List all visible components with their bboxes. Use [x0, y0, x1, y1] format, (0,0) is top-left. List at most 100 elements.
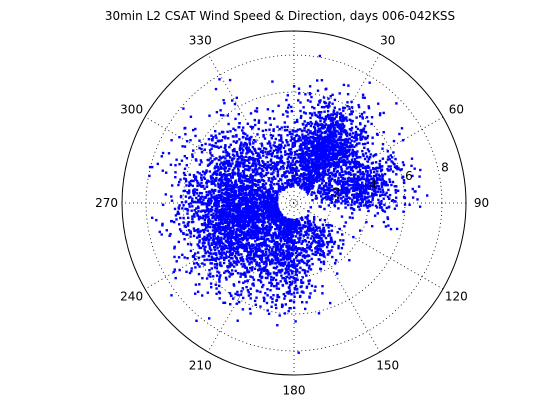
data-point — [212, 252, 215, 255]
data-point — [268, 281, 271, 284]
data-point — [202, 176, 206, 179]
data-point — [186, 224, 190, 227]
data-point — [234, 197, 237, 201]
data-point — [226, 269, 229, 272]
data-point — [238, 198, 241, 201]
data-point — [263, 238, 266, 241]
data-point — [220, 177, 223, 180]
data-point — [286, 252, 290, 255]
data-point — [371, 188, 374, 191]
data-point — [255, 198, 259, 201]
data-point — [325, 181, 328, 185]
data-point — [250, 188, 253, 192]
data-point — [356, 181, 359, 185]
data-point — [294, 284, 298, 288]
data-point — [392, 151, 395, 154]
data-point — [258, 262, 261, 265]
data-point — [335, 113, 338, 117]
data-point — [311, 145, 315, 148]
data-point — [390, 183, 393, 187]
data-point — [232, 246, 236, 250]
data-point — [304, 255, 307, 258]
data-point — [323, 138, 326, 141]
data-point — [324, 184, 327, 187]
data-point — [380, 168, 383, 171]
data-point — [342, 119, 346, 122]
data-point — [289, 235, 293, 239]
data-point — [295, 250, 299, 253]
data-point — [237, 233, 240, 236]
data-point — [223, 221, 227, 224]
data-point — [207, 254, 211, 258]
data-point — [347, 196, 350, 199]
data-point — [321, 187, 325, 190]
data-point — [361, 198, 364, 201]
data-point — [324, 149, 327, 152]
data-point — [349, 166, 352, 169]
data-point — [331, 194, 335, 197]
data-point — [316, 122, 319, 126]
data-point — [297, 351, 300, 354]
data-point — [296, 247, 299, 250]
data-point — [237, 218, 241, 222]
data-point — [377, 198, 380, 202]
data-point — [346, 141, 350, 144]
data-point — [271, 194, 274, 198]
data-point — [272, 245, 275, 249]
data-point — [311, 114, 314, 117]
data-point — [291, 241, 294, 244]
data-point — [240, 290, 243, 293]
data-point — [275, 254, 279, 258]
data-point — [203, 218, 207, 222]
data-point — [366, 178, 369, 181]
data-point — [286, 94, 289, 97]
data-point — [220, 194, 223, 198]
data-point — [148, 174, 151, 178]
data-point — [219, 199, 223, 202]
data-point — [356, 127, 360, 131]
data-point — [363, 198, 366, 201]
data-point — [309, 245, 313, 248]
data-point — [361, 181, 364, 184]
data-point — [234, 247, 238, 250]
data-point — [300, 184, 304, 188]
data-point — [358, 208, 361, 211]
data-point — [332, 110, 335, 114]
data-point — [339, 151, 343, 154]
data-point — [190, 220, 194, 224]
data-point — [303, 129, 306, 132]
data-point — [283, 129, 287, 132]
data-point — [306, 220, 310, 223]
data-point — [340, 202, 343, 205]
data-point — [330, 122, 333, 125]
data-point — [274, 262, 278, 265]
data-point — [283, 263, 287, 266]
data-point — [201, 228, 205, 232]
data-point — [281, 268, 284, 271]
data-point — [278, 314, 281, 317]
data-point — [351, 216, 354, 220]
data-point — [322, 127, 325, 130]
data-point — [341, 177, 344, 180]
data-point — [317, 169, 320, 172]
data-point — [389, 168, 392, 171]
data-point — [402, 179, 406, 182]
data-point — [209, 272, 212, 275]
data-point — [276, 241, 279, 244]
data-point — [347, 84, 350, 87]
data-point — [313, 107, 316, 110]
data-point — [265, 272, 268, 275]
data-point — [348, 145, 351, 149]
data-point — [324, 152, 328, 155]
data-point — [230, 230, 233, 233]
data-point — [303, 162, 306, 165]
data-point — [251, 247, 254, 250]
data-point — [203, 187, 206, 190]
data-point — [311, 252, 314, 256]
data-point — [313, 216, 316, 219]
data-point — [395, 227, 399, 231]
data-point — [258, 242, 261, 246]
data-point — [282, 264, 285, 267]
data-point — [347, 150, 351, 153]
data-point — [316, 79, 319, 82]
